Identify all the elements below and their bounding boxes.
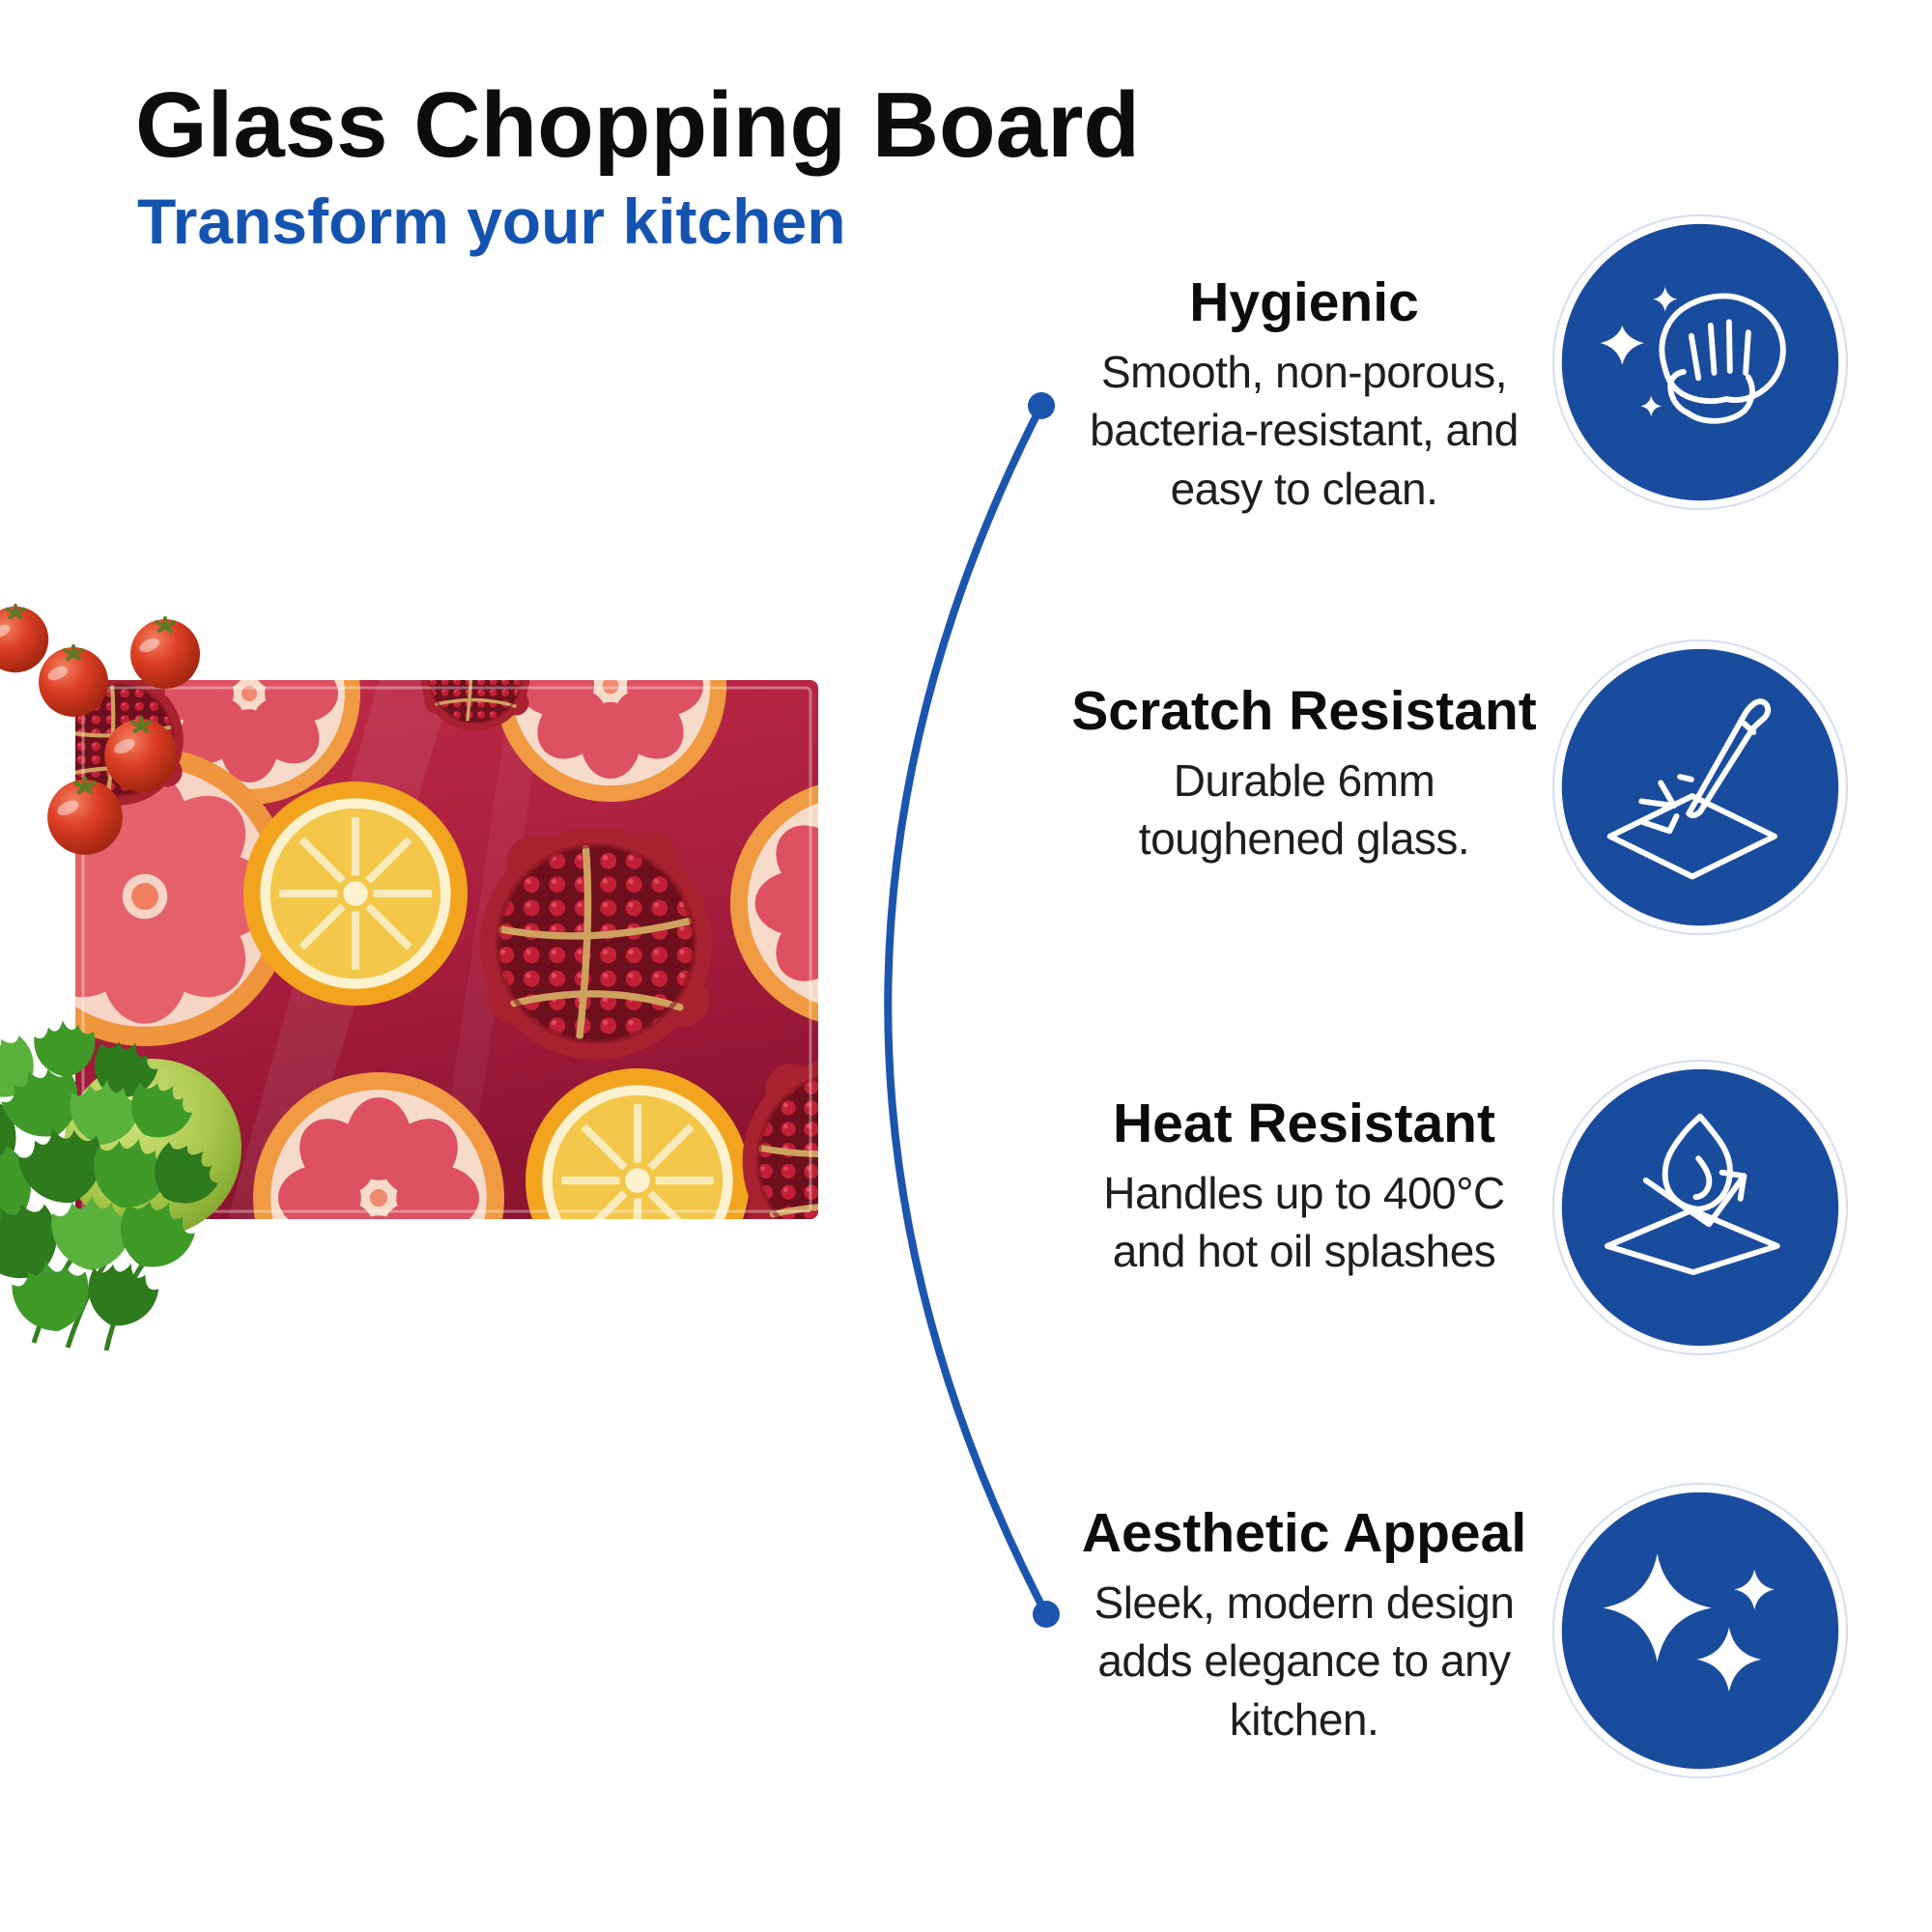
feature-aesthetic-appeal: Aesthetic Appeal Sleek, modern design ad… — [1022, 1503, 1586, 1749]
feature-hygienic: Hygienic Smooth, non-porous, bacteria-re… — [1022, 272, 1586, 519]
page-subtitle: Transform your kitchen — [137, 185, 846, 257]
feature-heat-body: Handles up to 400°C and hot oil splashes — [1103, 1167, 1505, 1277]
feature-scratch-body: Durable 6mm toughened glass. — [1138, 754, 1470, 865]
flame-heat-icon — [1552, 1060, 1848, 1355]
header: Glass Chopping Board Transform your kitc… — [135, 73, 1141, 257]
feature-hygienic-body: Smooth, non-porous, bacteria-resistant, … — [1090, 346, 1519, 515]
clean-wipe-icon — [1552, 214, 1848, 510]
product-photo — [0, 603, 818, 1351]
feature-aesthetic-body: Sleek, modern design adds elegance to an… — [1094, 1577, 1515, 1746]
feature-heat-resistant: Heat Resistant Handles up to 400°C and h… — [1022, 1094, 1586, 1281]
feature-scratch-title: Scratch Resistant — [1071, 680, 1537, 742]
feature-scratch-resistant: Scratch Resistant Durable 6mm toughened … — [1022, 681, 1586, 868]
knife-scratch-icon — [1552, 639, 1848, 935]
feature-aesthetic-title: Aesthetic Appeal — [1081, 1502, 1527, 1564]
page-title: Glass Chopping Board — [135, 73, 1141, 177]
parsley-bunch — [0, 1017, 229, 1351]
feature-heat-title: Heat Resistant — [1113, 1093, 1495, 1154]
feature-hygienic-title: Hygienic — [1189, 271, 1419, 333]
chopping-board — [75, 680, 818, 1219]
sparkles-icon — [1552, 1483, 1848, 1778]
